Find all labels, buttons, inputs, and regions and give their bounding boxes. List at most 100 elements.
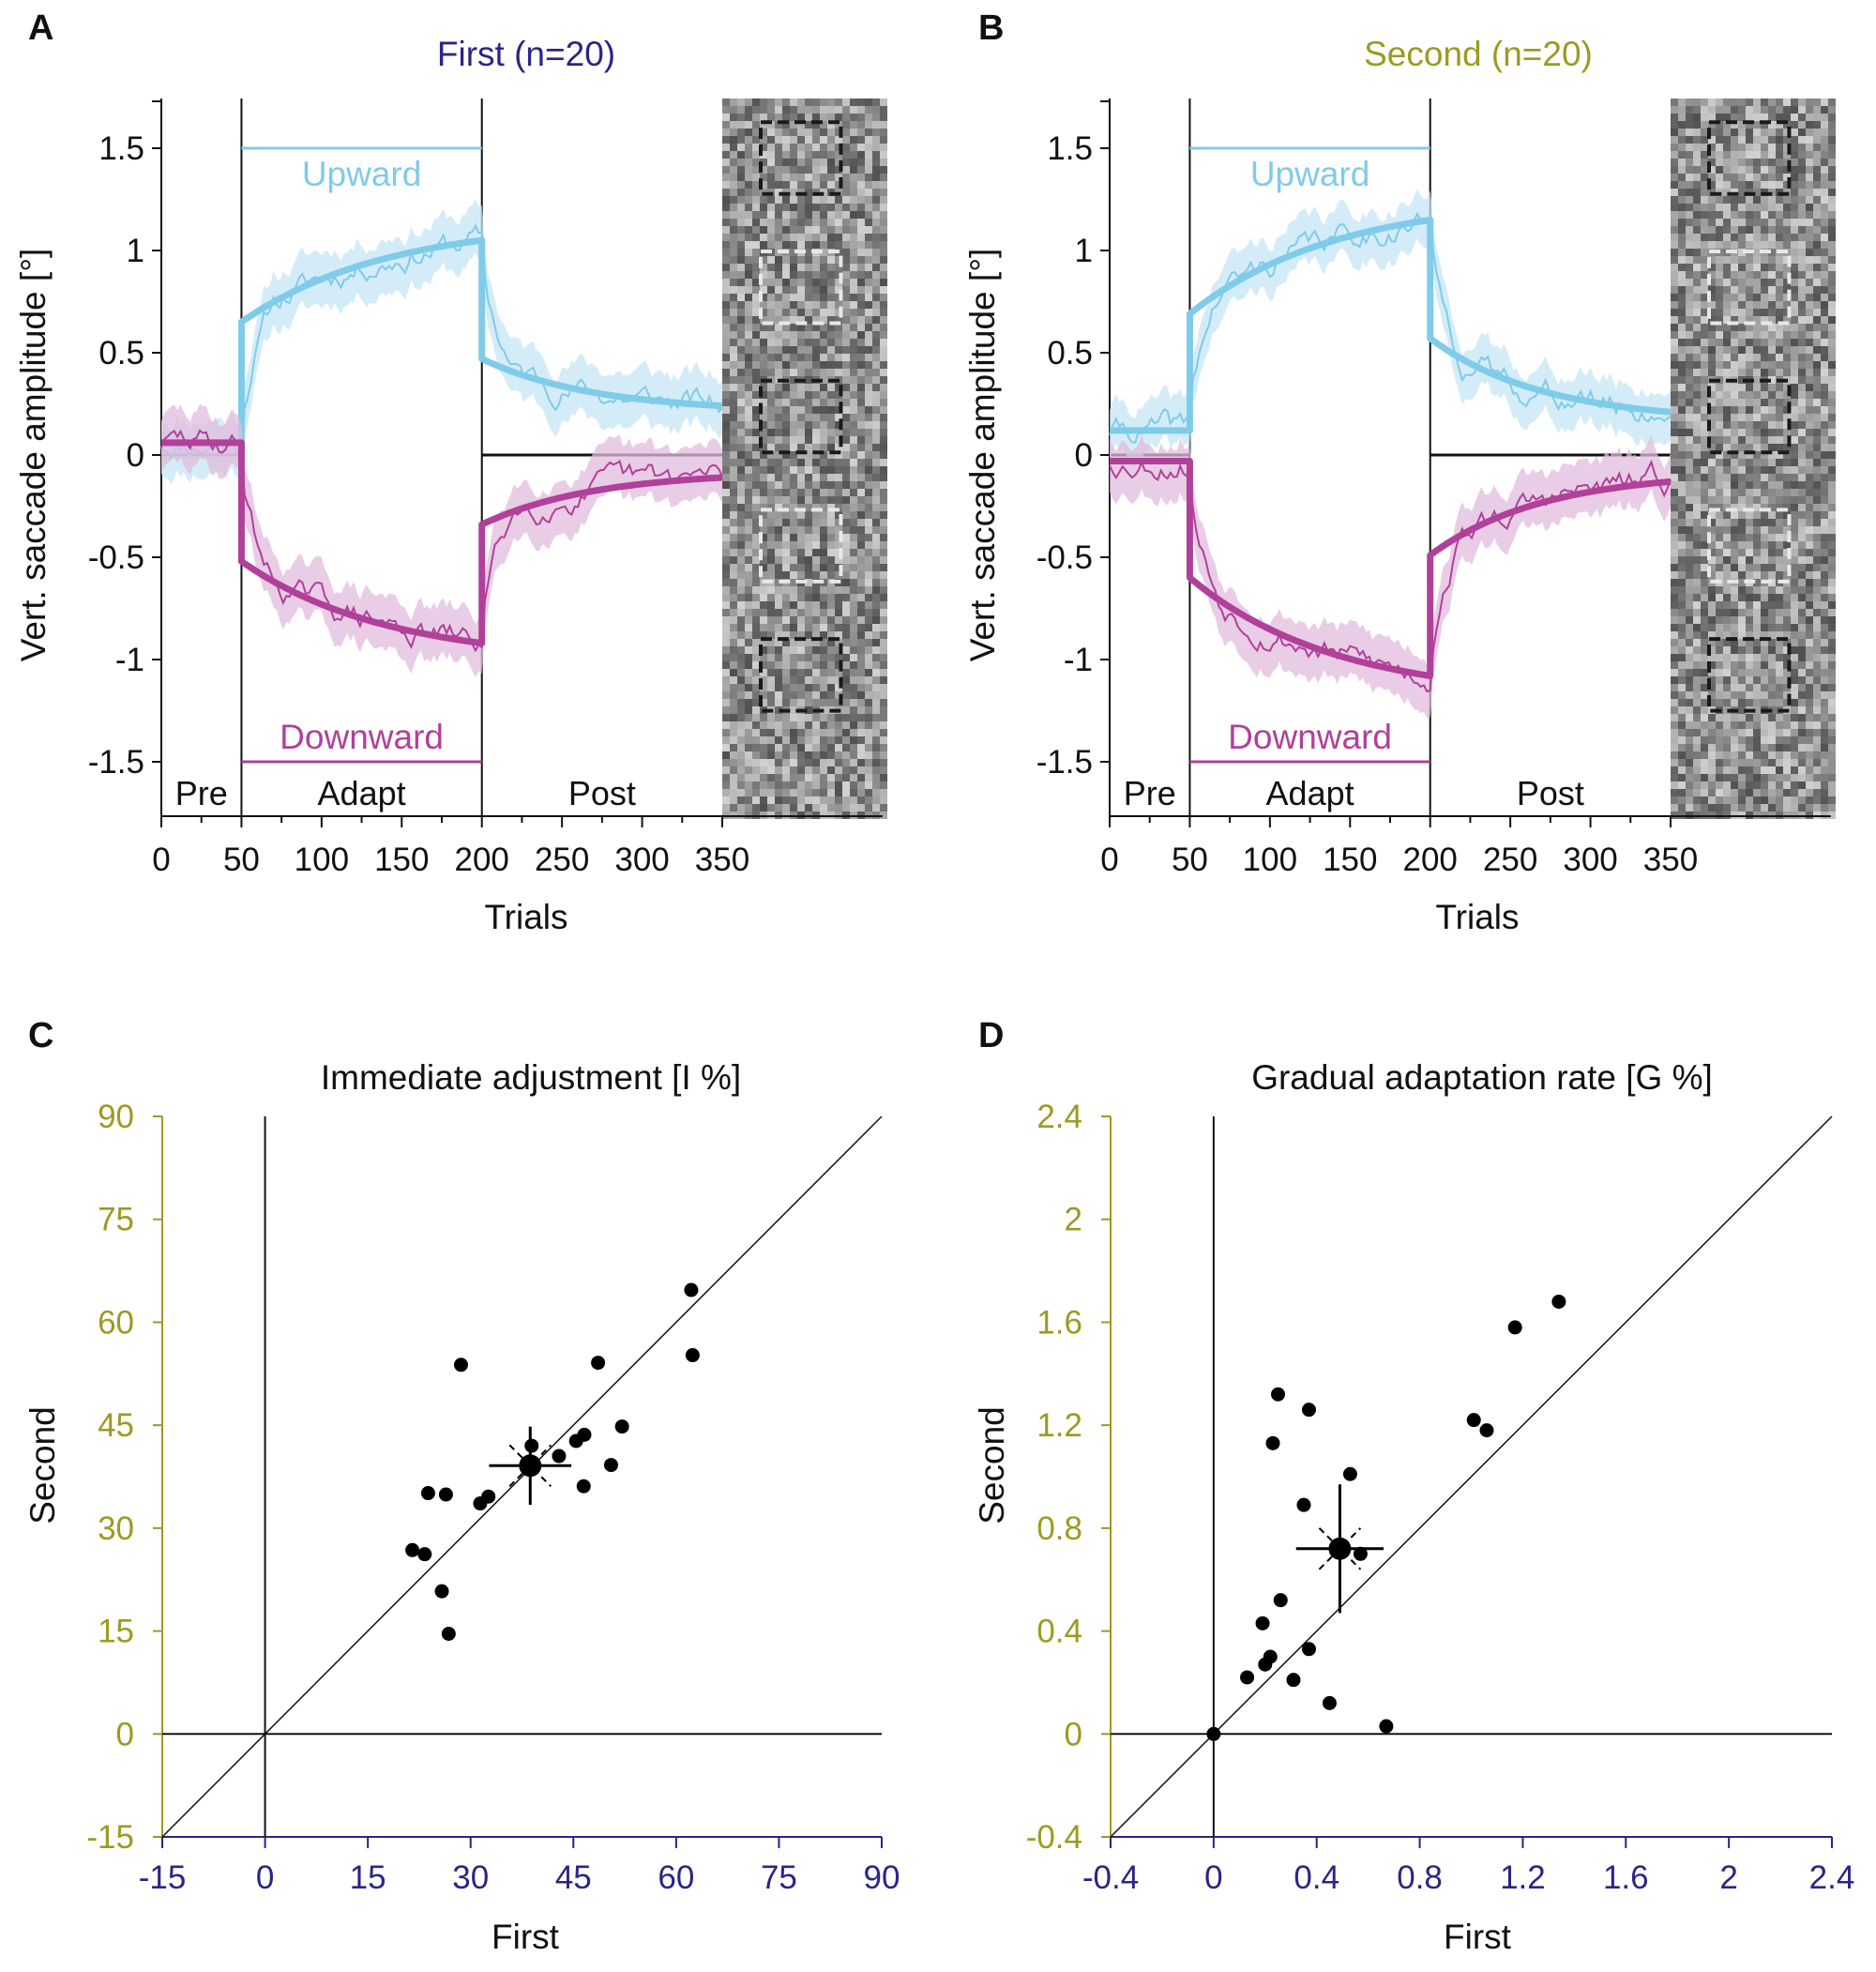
x-axis-title: Trials [1435,898,1519,936]
y-axis-title: Second [23,1406,62,1525]
data-point [1301,1403,1316,1418]
stimulus-frame-5 [759,637,843,713]
y-tick-label: -1 [1064,642,1093,678]
x-tick-label: 75 [761,1859,797,1896]
data-point [1296,1497,1311,1512]
model-fit-upward [1110,216,1672,434]
y-tick-label: 0 [116,1716,134,1752]
y-tick-label: -15 [86,1819,134,1856]
panel-b-trial-timecourse-second: B Second (n=20) -1.5 -1 -0.5 0 0.5 1 1.5 0 50 100… [963,8,1836,936]
data-point [577,1427,592,1442]
data-point [1379,1719,1394,1734]
data-point [405,1542,420,1557]
y-tick-label: 0 [1075,437,1093,474]
panel-letter: D [978,1016,1004,1055]
x-tick-label: 0 [1100,842,1118,878]
data-point [1265,1435,1280,1450]
data-point [1342,1466,1357,1481]
x-axis-title: Trials [484,898,567,936]
x-tick-label: 2 [1719,1859,1737,1896]
y-tick-label: 2.4 [1036,1099,1082,1135]
panel-letter: B [978,8,1004,48]
x-tick-label: 250 [535,842,589,878]
mean-covariance-cross [1318,1527,1362,1570]
data-point [441,1626,456,1641]
mean-trace-downward [160,429,723,653]
data-point [434,1584,449,1599]
x-tick-label: 90 [864,1859,900,1896]
phase-label-adapt: Adapt [318,774,406,812]
x-tick-label: 350 [695,842,749,878]
stimulus-frame-2 [1707,250,1792,326]
model-fit-upward [161,236,723,447]
x-tick-label: 200 [455,842,509,878]
phase-label-adapt: Adapt [1266,774,1354,812]
y-tick-label: -0.5 [1036,539,1093,576]
y-tick-label: 2 [1065,1202,1082,1238]
x-tick-label: 100 [295,842,349,878]
x-tick-label: 50 [1172,842,1208,878]
plot-area: -1.5 -1 -0.5 0 0.5 1 1.5 0 50 100 150 200 250 300 350 U… [88,99,887,878]
x-tick-label: 0 [1204,1859,1222,1896]
x-tick-label: 300 [614,842,669,878]
mean-point [1328,1537,1352,1560]
identity-line [161,1115,883,1838]
data-point [1301,1642,1316,1657]
identity-line [1110,1115,1833,1838]
y-tick-label: 0.5 [98,335,144,372]
x-tick-label: 0 [256,1859,274,1896]
phase-label-pre: Pre [1124,774,1176,812]
y-tick-label: 15 [98,1614,134,1650]
mean-covariance-cross [508,1444,552,1488]
x-tick-label: 150 [374,842,429,878]
confidence-band-upward [161,199,722,485]
data-point [1507,1320,1522,1335]
data-point [552,1449,567,1464]
y-axis-title: Vert. saccade amplitude [°] [14,249,53,662]
panel-a-trial-timecourse-first: A First (n=20) -1.5 -1 -0.5 0 0.5 1 1.5 0 50 100 1… [14,8,887,936]
stimulus-frame-5 [1707,637,1792,713]
chart-title: Immediate adjustment [I %] [321,1058,741,1097]
x-tick-label: 30 [452,1859,489,1896]
direction-label-upward: Upward [302,155,422,193]
data-point [591,1356,606,1371]
stimulus-frame-2 [759,250,843,326]
x-tick-label: 0 [152,842,170,878]
confidence-band-downward [161,403,722,677]
x-tick-label: 350 [1643,842,1698,878]
y-tick-label: 75 [98,1202,134,1238]
data-point [438,1487,453,1502]
data-point [1271,1387,1286,1402]
chart-title: First (n=20) [437,35,615,73]
x-tick-label: -0.4 [1082,1859,1139,1896]
y-tick-label: 0.5 [1047,335,1093,372]
y-tick-label: 0.4 [1036,1614,1082,1650]
y-tick-label: -1.5 [1036,744,1093,781]
y-tick-label: 0 [127,437,144,474]
stimulus-frame-3 [1707,378,1792,455]
phase-label-post: Post [1517,774,1584,812]
confidence-band-upward [1110,189,1671,467]
model-fit-downward [161,439,723,647]
data-point [1479,1423,1494,1438]
x-tick-label: 15 [350,1859,386,1896]
x-tick-label: 60 [658,1859,694,1896]
confidence-band-downward [1110,435,1671,719]
data-point [685,1348,700,1363]
x-tick-label: 200 [1403,842,1458,878]
data-point [1273,1593,1288,1608]
data-point [603,1458,618,1473]
chart-title: Second (n=20) [1364,35,1593,73]
x-tick-label: 150 [1323,842,1377,878]
data-point [417,1547,432,1562]
x-tick-label: 250 [1483,842,1537,878]
mean-trace-downward [1109,459,1672,693]
y-tick-label: -0.5 [88,539,144,576]
stimulus-noise-panel [722,99,887,819]
stimulus-frame-4 [1707,508,1792,584]
data-point [614,1419,629,1434]
direction-label-upward: Upward [1250,155,1370,193]
x-tick-label: 2.4 [1809,1859,1855,1896]
y-tick-label: 1 [127,233,144,269]
